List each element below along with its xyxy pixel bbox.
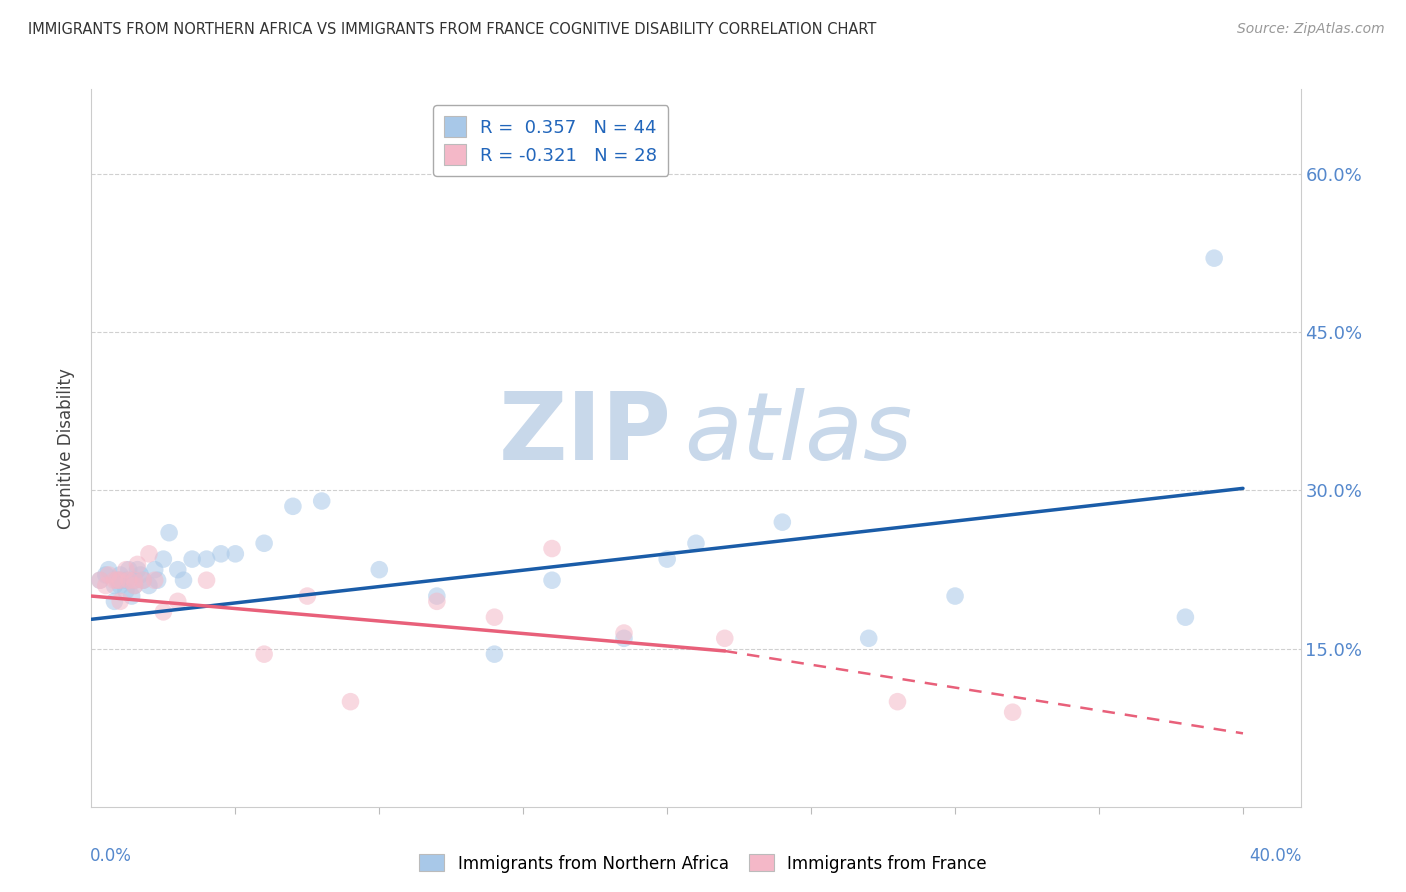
Point	[281, 500, 304, 514]
Point	[685, 536, 707, 550]
Point	[713, 632, 735, 646]
Point	[209, 547, 232, 561]
Point	[94, 578, 117, 592]
Point	[770, 515, 793, 529]
Point	[157, 525, 180, 540]
Legend: R =  0.357   N = 44, R = -0.321   N = 28: R = 0.357 N = 44, R = -0.321 N = 28	[433, 105, 668, 176]
Point	[97, 568, 120, 582]
Point	[138, 547, 160, 561]
Text: IMMIGRANTS FROM NORTHERN AFRICA VS IMMIGRANTS FROM FRANCE COGNITIVE DISABILITY C: IMMIGRANTS FROM NORTHERN AFRICA VS IMMIG…	[28, 22, 876, 37]
Point	[132, 573, 155, 587]
Point	[173, 573, 195, 587]
Point	[124, 573, 146, 587]
Point	[132, 573, 155, 587]
Point	[115, 563, 138, 577]
Point	[311, 494, 333, 508]
Point	[108, 568, 131, 582]
Text: 40.0%: 40.0%	[1250, 847, 1302, 864]
Point	[1204, 251, 1226, 265]
Point	[127, 558, 149, 572]
Point	[89, 573, 111, 587]
Point	[297, 589, 319, 603]
Point	[108, 573, 131, 587]
Point	[89, 573, 111, 587]
Point	[105, 573, 128, 587]
Point	[115, 573, 138, 587]
Point	[127, 563, 149, 577]
Point	[115, 583, 138, 598]
Point	[886, 695, 908, 709]
Point	[105, 573, 128, 587]
Point	[858, 632, 880, 646]
Point	[613, 632, 636, 646]
Point	[129, 568, 152, 582]
Point	[152, 552, 174, 566]
Point	[426, 594, 449, 608]
Point	[103, 594, 125, 608]
Point	[103, 578, 125, 592]
Point	[484, 610, 506, 624]
Legend: Immigrants from Northern Africa, Immigrants from France: Immigrants from Northern Africa, Immigra…	[413, 847, 993, 880]
Point	[97, 563, 120, 577]
Point	[195, 573, 218, 587]
Point	[166, 594, 188, 608]
Point	[166, 563, 188, 577]
Point	[121, 589, 143, 603]
Y-axis label: Cognitive Disability: Cognitive Disability	[58, 368, 76, 529]
Point	[1001, 705, 1024, 719]
Point	[1174, 610, 1197, 624]
Point	[541, 541, 564, 556]
Point	[339, 695, 361, 709]
Text: 0.0%: 0.0%	[90, 847, 132, 864]
Text: Source: ZipAtlas.com: Source: ZipAtlas.com	[1237, 22, 1385, 37]
Point	[118, 563, 141, 577]
Point	[108, 578, 131, 592]
Point	[146, 573, 169, 587]
Point	[124, 578, 146, 592]
Point	[943, 589, 966, 603]
Point	[108, 573, 131, 587]
Point	[426, 589, 449, 603]
Point	[657, 552, 679, 566]
Point	[541, 573, 564, 587]
Point	[103, 573, 125, 587]
Point	[484, 647, 506, 661]
Point	[368, 563, 391, 577]
Point	[181, 552, 204, 566]
Point	[143, 573, 166, 587]
Text: ZIP: ZIP	[499, 388, 672, 480]
Point	[253, 536, 276, 550]
Point	[108, 594, 131, 608]
Text: atlas: atlas	[683, 388, 912, 479]
Point	[138, 578, 160, 592]
Point	[224, 547, 246, 561]
Point	[124, 573, 146, 587]
Point	[94, 568, 117, 582]
Point	[613, 626, 636, 640]
Point	[253, 647, 276, 661]
Point	[195, 552, 218, 566]
Point	[152, 605, 174, 619]
Point	[143, 563, 166, 577]
Point	[118, 573, 141, 587]
Point	[124, 578, 146, 592]
